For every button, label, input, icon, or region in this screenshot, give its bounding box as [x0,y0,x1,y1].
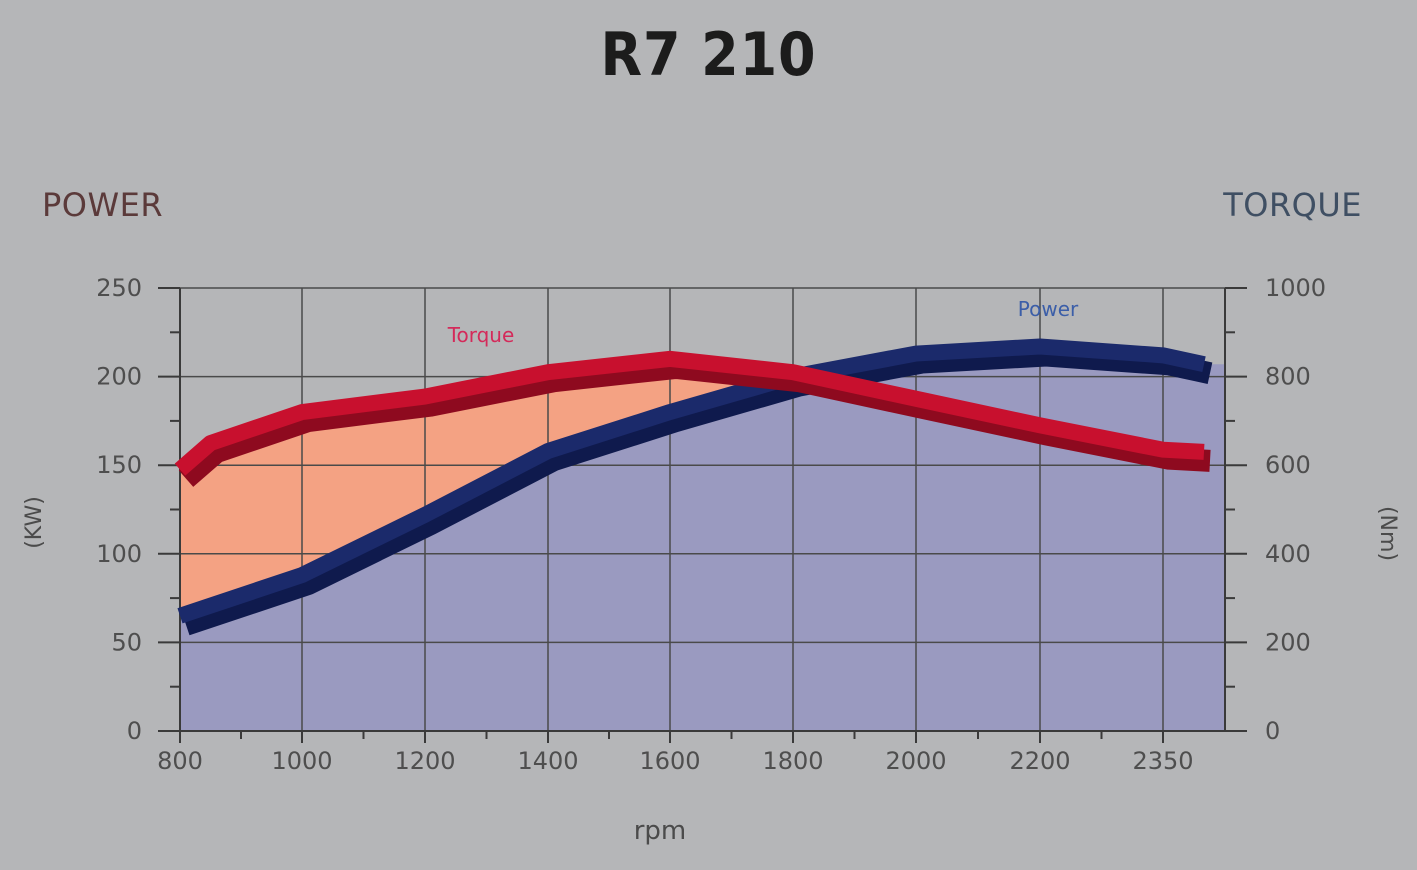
x-tick-label: 2000 [885,747,946,775]
x-tick-label: 1400 [517,747,578,775]
y-tick-label-right: 800 [1265,363,1311,391]
torque-line [174,350,1205,476]
y-tick-label-left: 100 [96,540,142,568]
y-tick-label-left: 150 [96,451,142,479]
power-series-label: Power [1018,297,1079,321]
y-tick-label-left: 200 [96,363,142,391]
y-tick-label-right: 600 [1265,451,1311,479]
y-tick-label-right: 200 [1265,628,1311,656]
x-tick-label: 2200 [1009,747,1070,775]
y-tick-label-left: 50 [111,628,142,656]
y-tick-label-right: 400 [1265,540,1311,568]
x-tick-label: 800 [157,747,203,775]
torque-axis-header: TORQUE [1223,186,1362,224]
chart-title: R7 210 [600,20,817,90]
x-tick-label: 1800 [762,747,823,775]
y-tick-label-right: 1000 [1265,274,1326,302]
power-line [177,338,1206,624]
y-tick-label-right: 0 [1265,717,1280,745]
x-tick-label: 1600 [639,747,700,775]
y-tick-label-left: 0 [127,717,142,745]
power-axis-header: POWER [42,186,164,224]
torque-series-label: Torque [447,323,515,347]
power-area [180,346,1225,731]
x-axis-label: rpm [633,816,687,846]
power-line-shadow [182,344,1213,636]
x-tick-label: 1200 [394,747,455,775]
x-tick-label: 1000 [271,747,332,775]
x-tick-label: 2350 [1132,747,1193,775]
y-tick-label-left: 250 [96,274,142,302]
